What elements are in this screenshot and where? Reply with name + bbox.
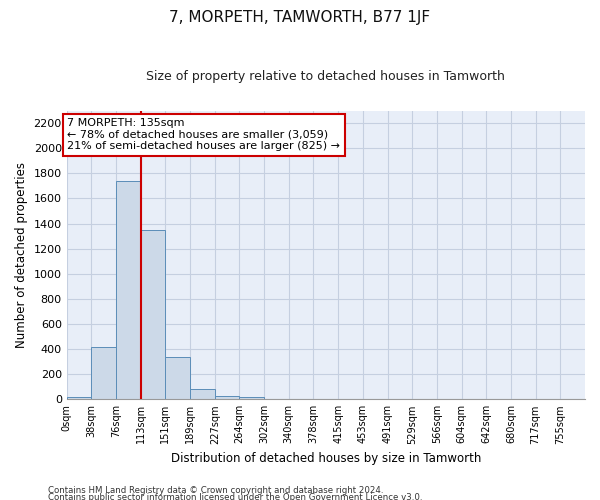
Title: Size of property relative to detached houses in Tamworth: Size of property relative to detached ho… (146, 70, 505, 83)
X-axis label: Distribution of detached houses by size in Tamworth: Distribution of detached houses by size … (170, 452, 481, 465)
Bar (141, 230, 166, 400)
Bar (166, 357, 190, 400)
Text: 7, MORPETH, TAMWORTH, B77 1JF: 7, MORPETH, TAMWORTH, B77 1JF (169, 10, 431, 25)
Bar (116, 181, 141, 400)
Bar (264, 398, 289, 400)
Bar (215, 396, 239, 400)
Text: Contains HM Land Registry data © Crown copyright and database right 2024.: Contains HM Land Registry data © Crown c… (48, 486, 383, 495)
Bar (190, 390, 215, 400)
Text: 7 MORPETH: 135sqm
← 78% of detached houses are smaller (3,059)
21% of semi-detac: 7 MORPETH: 135sqm ← 78% of detached hous… (67, 118, 340, 152)
Bar (67, 398, 91, 400)
Text: Contains public sector information licensed under the Open Government Licence v3: Contains public sector information licen… (48, 494, 422, 500)
Bar (239, 398, 264, 400)
Bar (91, 347, 116, 400)
Y-axis label: Number of detached properties: Number of detached properties (15, 162, 28, 348)
